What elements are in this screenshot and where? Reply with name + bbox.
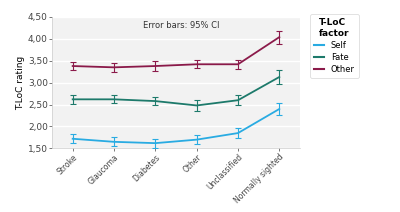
Text: Error bars: 95% CI: Error bars: 95% CI xyxy=(143,21,219,30)
Legend: Self, Fate, Other: Self, Fate, Other xyxy=(310,14,359,78)
Y-axis label: T-LoC rating: T-LoC rating xyxy=(16,56,25,110)
